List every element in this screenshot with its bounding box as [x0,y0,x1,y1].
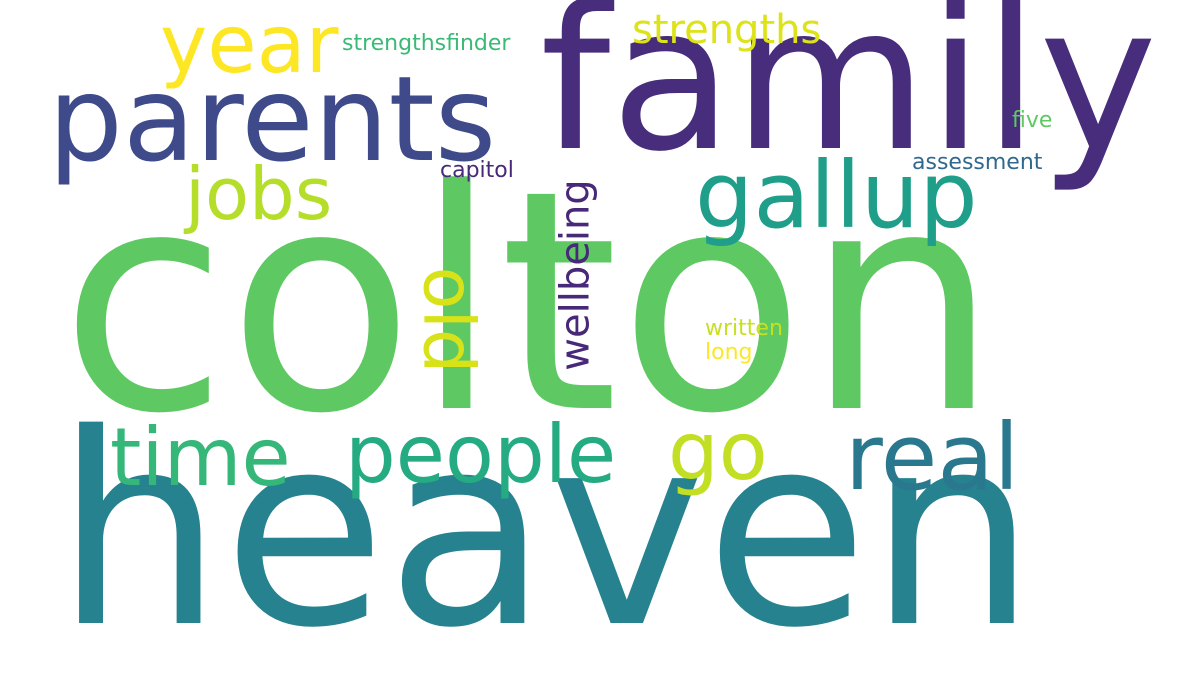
word-heaven: heaven [55,378,1037,686]
word-go: go [668,405,768,498]
word-people: people [345,408,617,501]
word-family: family [540,0,1158,196]
word-strengthsfinder: strengthsfinder [342,31,511,56]
word-old: old [407,266,490,374]
word-written: written [705,316,783,341]
word-long: long [705,340,753,365]
word-wellbeing: wellbeing [552,179,599,371]
word-assessment: assessment [912,150,1043,175]
word-jobs: jobs [185,152,333,236]
word-capitol: capitol [440,158,514,183]
word-five: five [1012,108,1053,133]
word-year: year [160,0,339,91]
word-colton: colton [60,125,999,480]
word-gallup: gallup [695,142,978,249]
word-time: time [110,411,291,504]
word-real: real [845,404,1020,511]
word-strengths: strengths [632,7,822,53]
word-parents: parents [48,50,497,188]
